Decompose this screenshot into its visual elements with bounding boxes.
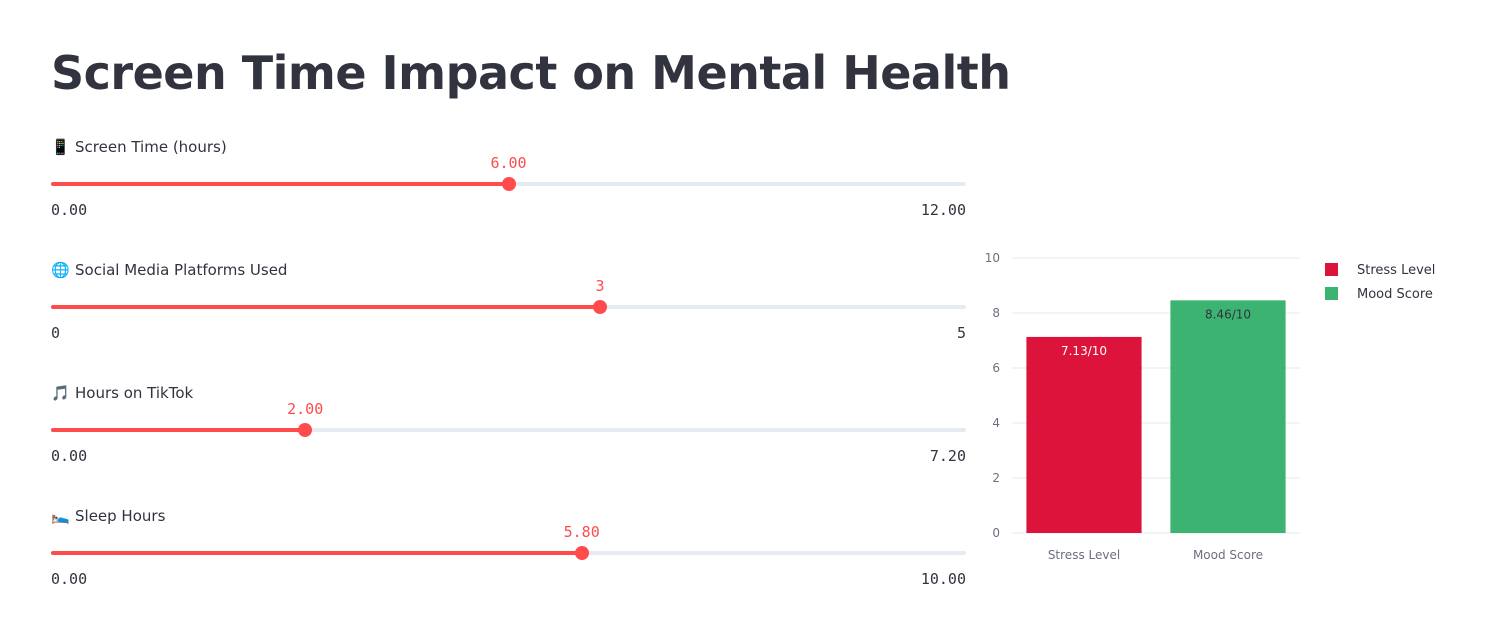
bar bbox=[1170, 300, 1286, 533]
legend-swatch bbox=[1325, 263, 1338, 276]
slider-track[interactable] bbox=[51, 428, 966, 432]
slider-min: 0.00 bbox=[51, 447, 88, 465]
slider-value: 2.00 bbox=[287, 400, 324, 418]
slider-label: 🛌 Sleep Hours bbox=[51, 507, 165, 525]
bar-data-label: 7.13/10 bbox=[1061, 344, 1107, 358]
sleep-hours-slider[interactable]: 🛌 Sleep Hours 5.80 0.00 10.00 bbox=[51, 507, 966, 607]
slider-thumb[interactable] bbox=[298, 423, 313, 437]
screen-time-slider[interactable]: 📱 Screen Time (hours) 6.00 0.00 12.00 bbox=[51, 138, 966, 238]
bed-icon: 🛌 bbox=[51, 507, 70, 525]
slider-label-text: Sleep Hours bbox=[75, 507, 166, 525]
legend-swatch bbox=[1325, 287, 1338, 300]
y-tick-label: 0 bbox=[992, 526, 1000, 540]
slider-fill bbox=[51, 182, 509, 186]
slider-fill bbox=[51, 428, 306, 432]
bar-data-label: 8.46/10 bbox=[1205, 307, 1251, 321]
y-tick-label: 8 bbox=[992, 306, 1000, 320]
slider-thumb[interactable] bbox=[501, 177, 516, 191]
social-platforms-slider[interactable]: 🌐 Social Media Platforms Used 3 0 5 bbox=[51, 261, 966, 361]
slider-track[interactable] bbox=[51, 305, 966, 309]
legend-entry: Mood Score bbox=[1357, 287, 1433, 302]
y-tick-label: 10 bbox=[985, 251, 1000, 265]
slider-value: 5.80 bbox=[563, 523, 600, 541]
slider-thumb[interactable] bbox=[593, 300, 607, 314]
slider-fill bbox=[51, 551, 582, 555]
slider-max: 10.00 bbox=[920, 570, 966, 588]
phone-icon: 📱 bbox=[51, 138, 70, 156]
slider-fill bbox=[51, 305, 600, 309]
x-tick-label: Mood Score bbox=[1193, 548, 1263, 562]
slider-label: 🎵 Hours on TikTok bbox=[51, 384, 193, 402]
y-tick-label: 6 bbox=[992, 361, 1000, 375]
slider-label-text: Hours on TikTok bbox=[75, 384, 194, 402]
tiktok-hours-slider[interactable]: 🎵 Hours on TikTok 2.00 0.00 7.20 bbox=[51, 384, 966, 484]
slider-max: 12.00 bbox=[920, 201, 966, 219]
slider-label-text: Social Media Platforms Used bbox=[75, 261, 288, 279]
slider-thumb[interactable] bbox=[574, 546, 589, 560]
slider-min: 0.00 bbox=[51, 570, 88, 588]
legend-entry: Stress Level bbox=[1357, 263, 1435, 278]
slider-value: 6.00 bbox=[490, 154, 527, 172]
music-note-icon: 🎵 bbox=[51, 384, 70, 402]
slider-min: 0 bbox=[51, 324, 61, 342]
slider-min: 0.00 bbox=[51, 201, 88, 219]
slider-track[interactable] bbox=[51, 551, 966, 555]
slider-label-text: Screen Time (hours) bbox=[75, 138, 227, 156]
slider-max: 5 bbox=[956, 324, 966, 342]
slider-label: 📱 Screen Time (hours) bbox=[51, 138, 227, 156]
page-title: Screen Time Impact on Mental Health bbox=[51, 46, 1011, 100]
y-tick-label: 2 bbox=[992, 471, 1000, 485]
slider-label: 🌐 Social Media Platforms Used bbox=[51, 261, 287, 279]
globe-icon: 🌐 bbox=[51, 261, 70, 279]
y-tick-label: 4 bbox=[992, 416, 1000, 430]
bar bbox=[1026, 336, 1142, 533]
bar-chart: 0 2 4 6 8 10 7.13/10 Stress Level 8.46/10 Mood Sc… bbox=[985, 251, 1436, 562]
x-tick-label: Stress Level bbox=[1048, 548, 1120, 562]
slider-max: 7.20 bbox=[929, 447, 966, 465]
slider-value: 3 bbox=[595, 277, 605, 295]
